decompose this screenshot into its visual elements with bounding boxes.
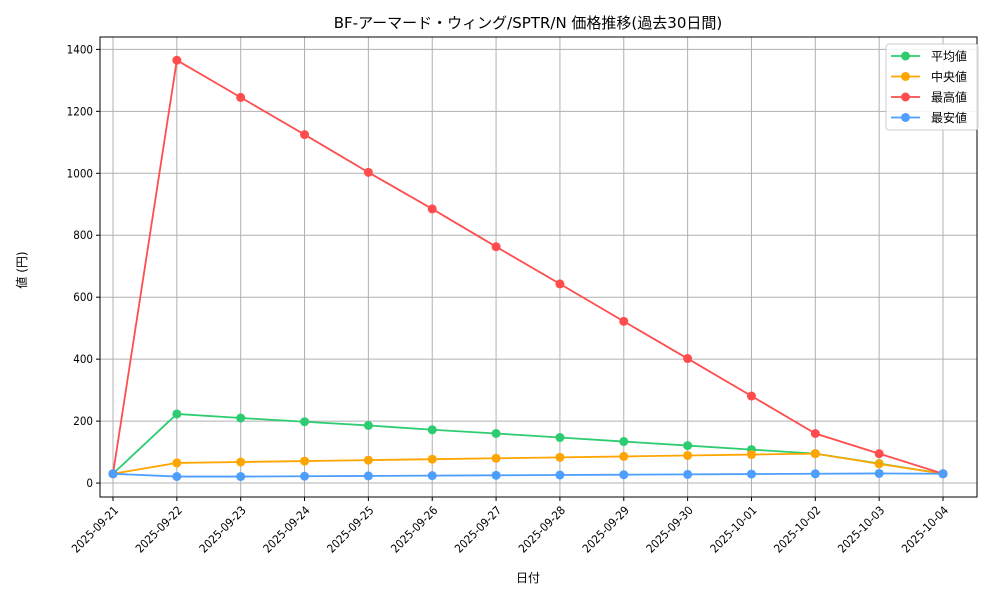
data-point — [619, 470, 629, 480]
x-tick-label: 2025-10-02 — [771, 503, 823, 555]
data-point — [810, 449, 820, 459]
series-0 — [108, 409, 948, 479]
data-point — [874, 459, 884, 469]
legend-label: 平均値 — [931, 49, 967, 64]
x-tick-label: 2025-09-24 — [260, 503, 312, 555]
y-tick-label: 600 — [73, 290, 93, 304]
data-point — [874, 468, 884, 478]
data-point — [172, 409, 182, 419]
y-tick-label: 200 — [73, 414, 93, 428]
legend-label: 最高値 — [931, 90, 967, 105]
legend-item: 平均値 — [891, 49, 967, 64]
x-tick-label: 2025-09-22 — [133, 503, 185, 555]
data-point — [874, 449, 884, 459]
data-point — [427, 425, 437, 435]
grid-lines — [100, 37, 977, 497]
series-line — [112, 452, 944, 475]
legend-item: 中央値 — [891, 69, 967, 84]
x-tick-label: 2025-09-26 — [388, 503, 440, 555]
data-point — [683, 441, 693, 451]
data-point — [236, 472, 246, 482]
legend-box — [885, 43, 979, 131]
data-point — [300, 130, 310, 140]
y-tick-label: 800 — [73, 228, 93, 242]
series-2 — [108, 55, 948, 479]
x-tick-label: 2025-09-21 — [69, 503, 121, 555]
legend-marker-icon — [901, 113, 910, 122]
data-point — [108, 469, 118, 479]
y-tick-label: 1000 — [67, 166, 93, 180]
data-point — [427, 454, 437, 464]
data-point — [683, 469, 693, 479]
data-point — [619, 316, 629, 326]
series-line — [112, 58, 944, 475]
data-point — [427, 204, 437, 214]
data-series — [108, 55, 948, 482]
plot-frame — [99, 36, 978, 498]
legend-marker-icon — [901, 51, 910, 61]
data-point — [555, 452, 565, 462]
x-tick-label: 2025-09-30 — [643, 503, 695, 555]
data-point — [363, 455, 373, 465]
data-point — [555, 433, 565, 443]
chart-title: BF-アーマード・ウィング/SPTR/N 価格推移(過去30日間) — [334, 14, 722, 32]
data-point — [300, 471, 310, 481]
data-point — [619, 451, 629, 461]
data-point — [300, 456, 310, 466]
data-point — [427, 471, 437, 481]
data-point — [938, 469, 948, 479]
x-tick-label: 2025-10-03 — [835, 503, 887, 555]
data-point — [172, 458, 182, 468]
data-point — [172, 472, 182, 482]
series-line — [112, 472, 944, 478]
x-tick-label: 2025-10-01 — [707, 503, 759, 555]
x-tick-label: 2025-09-28 — [516, 503, 568, 555]
legend-marker-icon — [901, 92, 910, 102]
data-point — [683, 450, 693, 460]
y-axis-label: 値 (円) — [14, 251, 29, 288]
data-point — [236, 457, 246, 467]
x-tick-label: 2025-09-25 — [324, 503, 376, 555]
data-point — [491, 453, 501, 463]
data-point — [363, 471, 373, 481]
data-point — [619, 437, 629, 447]
legend-item: 最安値 — [891, 110, 967, 125]
data-point — [683, 354, 693, 364]
y-axis-ticks: 0 200 400 600 800 1000 1200 1400 — [67, 42, 100, 490]
legend-marker-icon — [901, 72, 910, 81]
y-tick-label: 400 — [73, 352, 93, 366]
data-point — [236, 413, 246, 423]
data-point — [810, 469, 820, 479]
data-point — [491, 470, 501, 480]
data-point — [491, 428, 501, 438]
data-point — [555, 470, 565, 480]
x-tick-label: 2025-09-29 — [579, 503, 631, 555]
data-point — [746, 469, 756, 479]
x-axis-ticks: 2025-09-21 2025-09-22 2025-09-23 2025-09-24… — [69, 497, 951, 556]
legend-item: 最高値 — [891, 90, 967, 105]
data-point — [491, 242, 501, 252]
data-point — [746, 391, 756, 401]
data-point — [746, 450, 756, 460]
x-tick-label: 2025-09-27 — [452, 503, 504, 555]
y-tick-label: 1200 — [67, 104, 93, 118]
series-3 — [108, 468, 948, 482]
data-point — [555, 279, 565, 289]
data-point — [172, 55, 182, 65]
x-tick-label: 2025-10-04 — [899, 503, 951, 555]
x-axis-label: 日付 — [516, 571, 540, 585]
data-point — [236, 92, 246, 102]
data-point — [300, 417, 310, 427]
data-point — [363, 420, 373, 430]
y-tick-label: 0 — [86, 476, 93, 490]
legend-label: 中央値 — [931, 69, 967, 84]
data-point — [363, 167, 373, 177]
x-tick-label: 2025-09-23 — [196, 503, 248, 555]
legend-label: 最安値 — [931, 110, 967, 125]
data-point — [810, 428, 820, 438]
y-tick-label: 1400 — [67, 42, 93, 56]
